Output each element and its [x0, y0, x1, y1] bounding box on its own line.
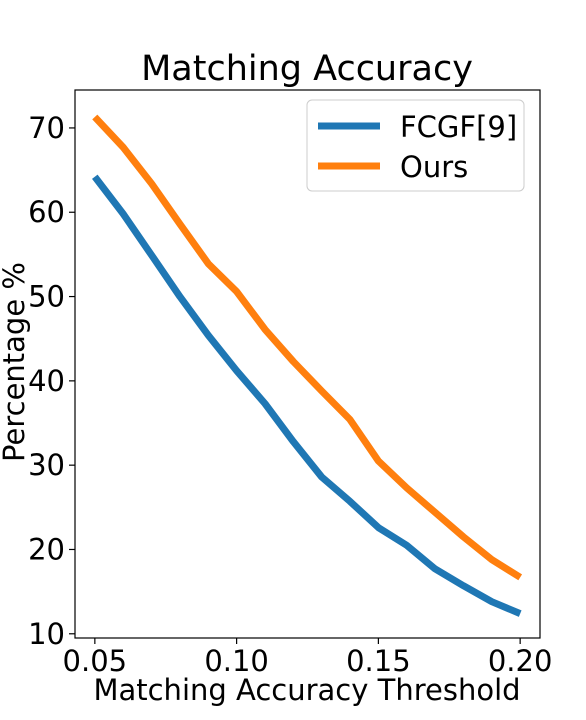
- y-tick-label: 70: [28, 111, 65, 145]
- y-tick-label: 10: [28, 617, 65, 651]
- y-tick-label: 50: [28, 280, 65, 314]
- x-tick-label: 0.15: [346, 644, 411, 678]
- x-tick-label: 0.10: [204, 644, 269, 678]
- chart-title: Matching Accuracy: [141, 49, 473, 89]
- plot-frame: [74, 89, 541, 639]
- legend-label-ours: Ours: [400, 150, 468, 184]
- y-tick-label: 20: [28, 532, 65, 566]
- x-tick-label: 0.05: [63, 644, 128, 678]
- plot-lines: [92, 114, 523, 617]
- x-tick-label: 0.20: [488, 644, 553, 678]
- y-tick-label: 60: [28, 195, 65, 229]
- series-line-fcgf: [92, 174, 522, 617]
- x-axis-label: Matching Accuracy Threshold: [93, 673, 520, 707]
- y-tick-label: 40: [28, 364, 65, 398]
- legend-label-fcgf: FCGF[9]: [400, 110, 517, 144]
- y-axis-label: Percentage %: [0, 262, 31, 462]
- legend: FCGF[9] Ours: [306, 99, 525, 192]
- x-axis-ticks: 0.05 0.10 0.15 0.20: [63, 638, 553, 678]
- y-tick-label: 30: [28, 448, 65, 482]
- y-axis-ticks: 10 20 30 40 50 60 70: [28, 111, 75, 651]
- series-line-ours: [92, 114, 523, 581]
